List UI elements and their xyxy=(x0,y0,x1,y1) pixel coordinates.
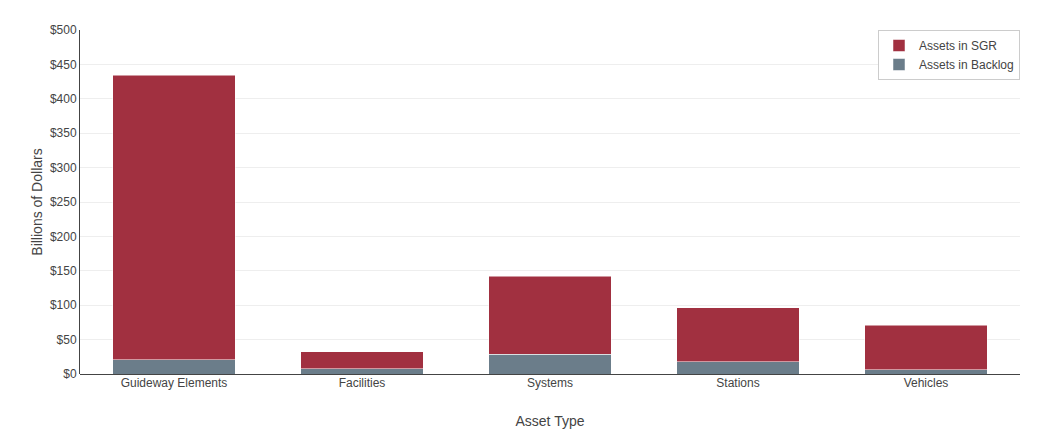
svg-text:$300: $300 xyxy=(50,161,77,175)
svg-text:$0: $0 xyxy=(63,367,77,381)
svg-text:$200: $200 xyxy=(50,230,77,244)
svg-text:$500: $500 xyxy=(50,23,77,37)
svg-text:$100: $100 xyxy=(50,298,77,312)
svg-text:Asset Type: Asset Type xyxy=(515,413,584,429)
svg-text:Systems: Systems xyxy=(527,376,573,390)
svg-text:Assets in SGR: Assets in SGR xyxy=(919,39,997,53)
svg-text:Stations: Stations xyxy=(716,376,759,390)
svg-text:$400: $400 xyxy=(50,92,77,106)
svg-text:Guideway Elements: Guideway Elements xyxy=(121,376,228,390)
svg-text:Vehicles: Vehicles xyxy=(904,376,949,390)
svg-text:$250: $250 xyxy=(50,195,77,209)
svg-text:$350: $350 xyxy=(50,126,77,140)
svg-text:Billions of Dollars: Billions of Dollars xyxy=(29,148,45,255)
svg-text:Assets in Backlog: Assets in Backlog xyxy=(919,58,1014,72)
svg-text:$450: $450 xyxy=(50,58,77,72)
svg-text:Facilities: Facilities xyxy=(339,376,386,390)
svg-text:$150: $150 xyxy=(50,264,77,278)
svg-text:$50: $50 xyxy=(57,333,77,347)
